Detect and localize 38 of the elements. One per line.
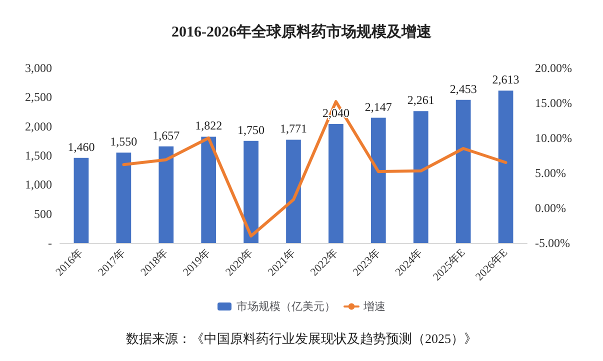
data-label: 2,453 — [450, 82, 477, 96]
data-label: 1,657 — [152, 128, 180, 142]
y-tick-label: 1,000 — [25, 178, 52, 192]
chart-title: 2016-2026年全球原料药市场规模及增速 — [172, 22, 432, 40]
y-tick-label: 500 — [34, 206, 52, 221]
y2-tick-label: 10.00% — [535, 131, 572, 145]
bar — [158, 146, 174, 243]
bar — [116, 152, 132, 243]
y-tick-label: 2,000 — [25, 119, 52, 134]
y-tick-label: - — [48, 236, 52, 250]
y2-tick-label: 20.00% — [535, 61, 572, 75]
y2-tick-label: 5.00% — [535, 166, 566, 180]
data-label: 1,822 — [195, 118, 222, 133]
bar — [328, 124, 344, 243]
data-label: 2,261 — [407, 93, 434, 108]
bar — [413, 111, 428, 243]
data-label: 1,750 — [238, 122, 265, 137]
bar — [201, 136, 216, 243]
bar — [286, 140, 301, 243]
data-label: 1,460 — [68, 140, 95, 154]
bar — [244, 140, 258, 243]
data-label: 1,550 — [110, 134, 138, 149]
y-tick-label: 1,500 — [25, 148, 52, 162]
y2-tick-label: 0.00% — [535, 201, 566, 215]
bar — [498, 90, 514, 243]
y-tick-label: 2,500 — [25, 90, 52, 104]
bar — [456, 100, 471, 243]
data-label: 1,771 — [280, 122, 307, 136]
data-label: 2,147 — [364, 100, 392, 114]
bar — [74, 158, 89, 243]
legend-label: 市场规模（亿美元） — [236, 300, 336, 313]
y2-tick-label: 15.00% — [535, 96, 572, 110]
legend-label: 增速 — [362, 300, 386, 313]
data-label: 2,613 — [492, 72, 520, 87]
y2-tick-label: -5.00% — [535, 236, 570, 250]
source-note: 数据来源：《中国原料药行业发展现状及趋势预测（2025）》 — [126, 331, 477, 346]
y-tick-label: 3,000 — [25, 61, 52, 75]
bar — [370, 118, 386, 243]
